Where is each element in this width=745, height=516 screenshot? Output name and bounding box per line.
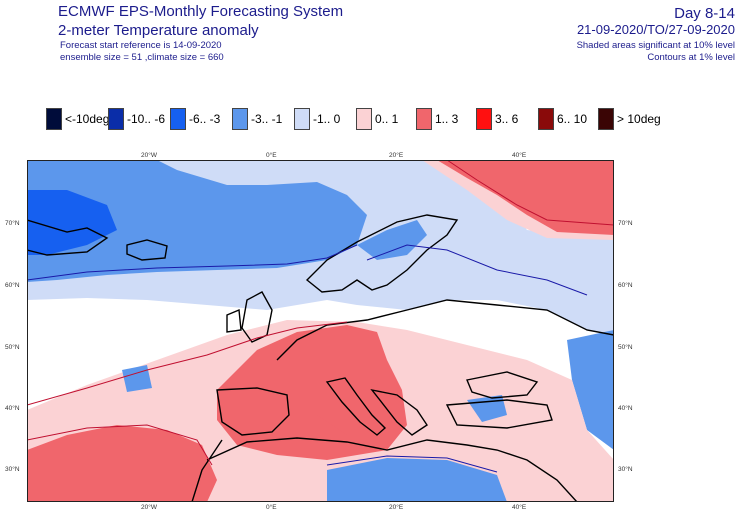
lon-tick-bottom: 20°E (389, 504, 404, 511)
greenland-coast (27, 219, 109, 256)
lon-tick-bottom: 0°E (266, 504, 277, 511)
day-range: Day 8-14 (674, 5, 735, 22)
lon-tick-top: 0°E (266, 152, 277, 159)
lat-tick-left: 60°N (5, 282, 20, 289)
turkey-coast (445, 399, 553, 429)
lon-tick-bottom: 40°E (512, 504, 527, 511)
italy-warm-strong (307, 375, 392, 435)
iberia-coast (216, 387, 290, 436)
lat-tick-right: 40°N (618, 405, 633, 412)
legend-label: 0.. 1 (375, 112, 399, 126)
europe-coast (276, 299, 614, 361)
legend-label: > 10deg (617, 112, 661, 126)
legend-label: -1.. 0 (313, 112, 341, 126)
scandinavia-coast (305, 214, 459, 293)
legend-swatch (170, 108, 186, 130)
lon-tick-top: 20°W (141, 152, 157, 159)
sahara-cold (327, 458, 507, 502)
legend-label: 3.. 6 (495, 112, 519, 126)
legend-swatch (46, 108, 62, 130)
significance-contours (27, 160, 614, 473)
map-frame (27, 160, 614, 502)
atlantic-cold-mid (27, 160, 367, 282)
legend-label: -3.. -1 (251, 112, 283, 126)
contour-red-atlantic (27, 424, 213, 466)
lon-tick-bottom: 20°W (141, 504, 157, 511)
legend-swatch (476, 108, 492, 130)
coastlines (27, 214, 614, 502)
contour-note: Contours at 1% level (647, 52, 735, 63)
lat-tick-left: 30°N (5, 466, 20, 473)
legend-swatch (538, 108, 554, 130)
anomaly-map (27, 160, 614, 502)
legend-label: -6.. -3 (189, 112, 221, 126)
contour-red-arctic (446, 160, 614, 226)
east-europe-cold (567, 330, 614, 450)
lat-tick-right: 70°N (618, 220, 633, 227)
black-sea (466, 371, 539, 399)
forecast-reference: Forecast start reference is 14-09-2020 (60, 40, 222, 51)
balkans-coast (370, 388, 428, 436)
contour-blue-north (27, 244, 358, 281)
atlantic-warm (27, 425, 217, 502)
contour-blue-scandinavia (366, 244, 588, 296)
valid-period: 21-09-2020/TO/27-09-2020 (576, 22, 735, 37)
legend-swatch (598, 108, 614, 130)
azores-cold (122, 365, 152, 392)
shading-note: Shaded areas significant at 10% level (576, 40, 735, 51)
legend-swatch (294, 108, 310, 130)
lat-tick-right: 60°N (618, 282, 633, 289)
legend-swatch (416, 108, 432, 130)
scandinavia-cold (357, 220, 427, 260)
legend-label: 1.. 3 (435, 112, 459, 126)
legend-swatch (232, 108, 248, 130)
contour-red-south (27, 321, 348, 406)
ensemble-size: ensemble size = 51 ,climate size = 660 (60, 52, 224, 63)
lat-tick-left: 50°N (5, 344, 20, 351)
lon-tick-top: 20°E (389, 152, 404, 159)
lat-tick-left: 40°N (5, 405, 20, 412)
greenland-cold-strong (27, 190, 117, 255)
lat-tick-right: 30°N (618, 466, 633, 473)
lat-tick-right: 50°N (618, 344, 633, 351)
lat-tick-left: 70°N (5, 220, 20, 227)
italy-coast (325, 377, 387, 436)
balkan-cold (467, 395, 507, 422)
legend-label: -10.. -6 (127, 112, 166, 126)
chart-subtitle: 2-meter Temperature anomaly (58, 22, 259, 39)
legend-swatch (108, 108, 124, 130)
west-africa-coast (191, 439, 223, 502)
chart-title: ECMWF EPS-Monthly Forecasting System (58, 3, 344, 20)
lon-tick-top: 40°E (512, 152, 527, 159)
legend-label: 6.. 10 (557, 112, 588, 126)
legend-swatch (356, 108, 372, 130)
north-africa-coast (206, 437, 578, 502)
contour-blue-sahara (326, 455, 498, 473)
legend-label: <-10deg (65, 112, 110, 126)
arctic-warm (437, 160, 614, 235)
iceland-coast (126, 239, 168, 261)
